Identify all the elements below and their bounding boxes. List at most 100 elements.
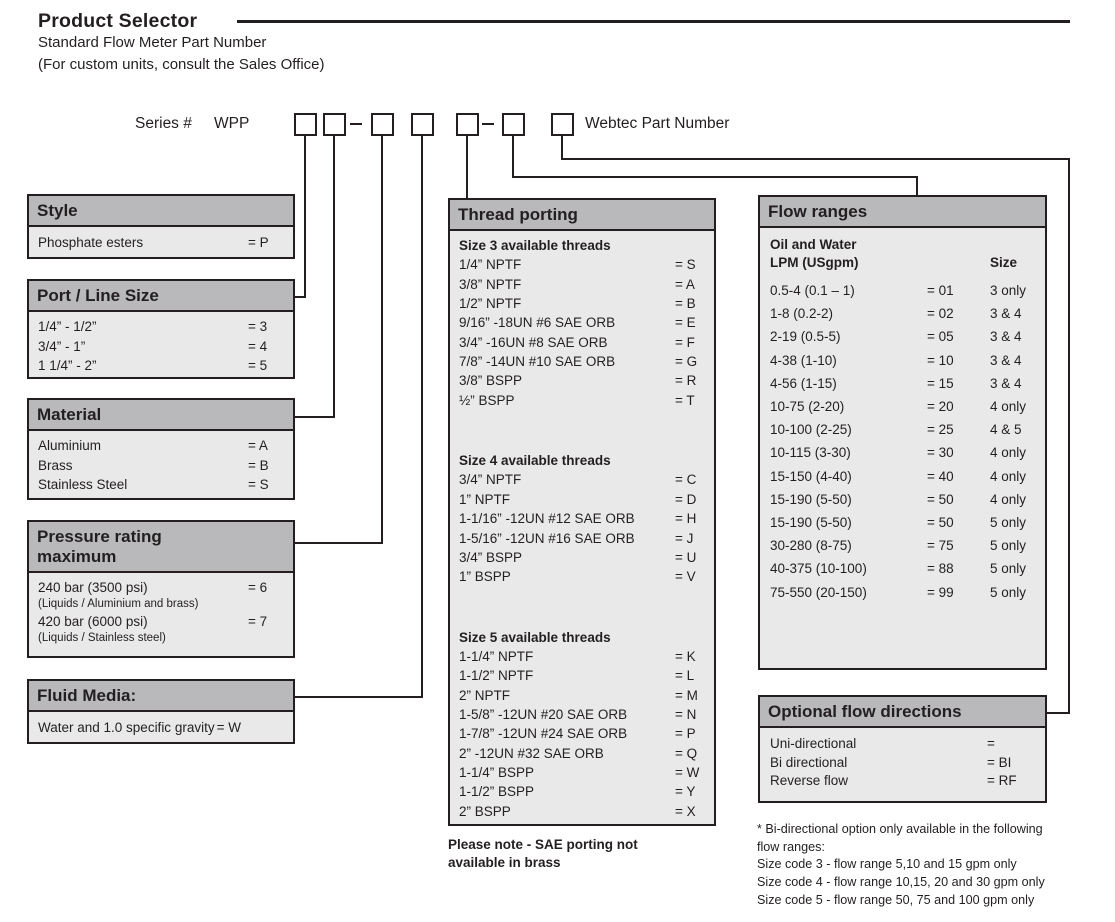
pressure-row-label: 240 bar (3500 psi) [38,580,148,596]
thread-row-label: 3/8” NPTF [459,276,522,292]
connector-pressure-v [381,136,383,544]
port-row-code: = 5 [248,358,268,374]
digit-box-5 [456,113,479,136]
flow-range-code: = 02 [927,306,954,322]
thread-row-code: = W [675,764,700,780]
thread-row-label: 9/16” -18UN #6 SAE ORB [459,315,616,331]
thread-size3-section: Size 3 available threads 1/4” NPTF = S 3… [459,236,705,410]
optional-flow-label: Bi directional [770,754,848,770]
thread-row-label: 7/8” -14UN #10 SAE ORB [459,354,616,370]
pressure-row-group: 420 bar (6000 psi) = 7 (Liquids / Stainl… [38,612,284,646]
fluid-media-row-label: Water and 1.0 specific gravity [38,720,215,736]
port-row-label: 3/4” - 1” [38,338,86,354]
port-row: 3/4” - 1” = 4 [38,337,284,357]
fluid-media-row: Water and 1.0 specific gravity = W [38,717,284,738]
flow-range-value: 1-8 (0.2-2) [770,306,834,322]
flow-range-code: = 40 [927,468,954,484]
thread-row-code: = K [675,648,696,664]
port-row: 1/4” - 1/2” = 3 [38,317,284,337]
thread-row-code: = D [675,491,697,507]
optional-flow-code: = RF [987,773,1017,789]
flow-range-value: 4-38 (1-10) [770,352,837,368]
flow-range-value: 40-375 (10-100) [770,561,867,577]
thread-row-label: 3/4” -16UN #8 SAE ORB [459,334,608,350]
bidirectional-footnote-line: Size code 3 - flow range 5,10 and 15 gpm… [757,857,1017,872]
thread-row: 1-1/16” -12UN #12 SAE ORB = H [459,509,705,528]
series-label: Series # [135,115,192,132]
material-row-label: Stainless Steel [38,477,128,493]
digit-box-3 [371,113,394,136]
thread-row-label: 2” -12UN #32 SAE ORB [459,745,604,761]
flow-range-size: 5 only [990,584,1027,600]
flow-ranges-panel: Flow ranges Oil and Water LPM (USgpm) Si… [758,195,1047,670]
flow-ranges-title: Flow ranges [760,197,1045,229]
flow-ranges-column-headers: Oil and Water LPM (USgpm) Size [770,236,1035,272]
thread-row-label: 3/8” BSPP [459,373,523,389]
style-panel-body: Phosphate esters = P [29,227,293,258]
thread-row-label: 1-1/2” BSPP [459,784,535,800]
material-panel: Material Aluminium = A Brass = B Stainle… [27,398,295,500]
thread-row-label: 1/4” NPTF [459,257,522,273]
pressure-row-label: 420 bar (6000 psi) [38,613,148,629]
material-row-code: = A [248,438,268,454]
thread-row: 9/16” -18UN #6 SAE ORB = E [459,313,705,332]
thread-row: 2” -12UN #32 SAE ORB = Q [459,744,705,763]
flow-range-size: 4 only [990,468,1027,484]
fluid-media-panel: Fluid Media: Water and 1.0 specific grav… [27,679,295,744]
flow-range-size: 4 only [990,491,1027,507]
port-line-size-body: 1/4” - 1/2” = 3 3/4” - 1” = 4 1 1/4” - 2… [29,312,293,381]
dash-separator-2 [482,123,494,125]
thread-row-label: 1” NPTF [459,491,511,507]
flow-range-value: 75-550 (20-150) [770,584,867,600]
flow-ranges-body: Oil and Water LPM (USgpm) Size 0.5-4 (0.… [760,228,1045,604]
bidirectional-footnote-line: Size code 5 - flow range 50, 75 and 100 … [757,892,1035,907]
flow-range-value: 10-75 (2-20) [770,399,845,415]
thread-row: 1/2” NPTF = B [459,294,705,313]
thread-row-code: = P [675,726,696,742]
flow-range-code: = 50 [927,515,954,531]
flow-range-row: 15-190 (5-50) = 50 4 only [770,488,1035,511]
thread-row: 1-5/16” -12UN #16 SAE ORB = J [459,529,705,548]
thread-size5-section: Size 5 available threads 1-1/4” NPTF = K… [459,628,705,821]
optional-flow-code: = BI [987,754,1012,770]
flow-range-value: 30-280 (8-75) [770,538,852,554]
flow-ranges-header-line2: LPM (USgpm) [770,255,859,271]
thread-row-code: = S [675,257,696,273]
flow-range-row: 1-8 (0.2-2) = 02 3 & 4 [770,302,1035,325]
flow-range-code: = 05 [927,329,954,345]
flow-range-row: 40-375 (10-100) = 88 5 only [770,557,1035,580]
bidirectional-footnote-line: * Bi-directional option only available i… [757,822,1043,836]
thread-row-label: 1-5/16” -12UN #16 SAE ORB [459,530,635,546]
flow-range-row: 30-280 (8-75) = 75 5 only [770,534,1035,557]
thread-row-label: ½” BSPP [459,392,515,408]
pressure-row-note: (Liquids / Aluminium and brass) [38,598,199,611]
thread-row-label: 3/4” BSPP [459,549,523,565]
bidirectional-footnote-line: Size code 4 - flow range 10,15, 20 and 3… [757,875,1045,890]
flow-range-row: 10-100 (2-25) = 25 4 & 5 [770,418,1035,441]
flow-range-size: 3 only [990,283,1027,299]
sae-brass-note: Please note - SAE porting not available … [448,836,698,871]
style-panel-title: Style [29,196,293,228]
flow-range-size: 4 only [990,399,1027,415]
flow-range-value: 0.5-4 (0.1 – 1) [770,283,855,299]
flow-range-value: 10-115 (3-30) [770,445,851,461]
connector-fluid-v [421,136,423,698]
thread-row-code: = G [675,354,698,370]
style-panel: Style Phosphate esters = P [27,194,295,259]
thread-row: 3/4” -16UN #8 SAE ORB = F [459,333,705,352]
connector-material-h [295,416,335,418]
thread-porting-panel: Thread porting Size 3 available threads … [448,198,716,826]
thread-size4-section: Size 4 available threads 3/4” NPTF = C 1… [459,451,705,586]
thread-section-gap [459,587,705,628]
flow-range-code: = 99 [927,584,954,600]
connector-pressure-h [295,542,383,544]
bidirectional-footnote: * Bi-directional option only available i… [757,821,1057,910]
optional-flow-body: Uni-directional = Bi directional = BI Re… [760,728,1045,798]
thread-row-code: = R [675,373,697,389]
connector-optional-v2 [1068,158,1070,714]
flow-range-code: = 15 [927,375,954,391]
optional-flow-label: Reverse flow [770,773,849,789]
pressure-row-code: = 6 [248,580,268,596]
flow-range-row: 10-75 (2-20) = 20 4 only [770,395,1035,418]
connector-thread-v [466,136,468,198]
